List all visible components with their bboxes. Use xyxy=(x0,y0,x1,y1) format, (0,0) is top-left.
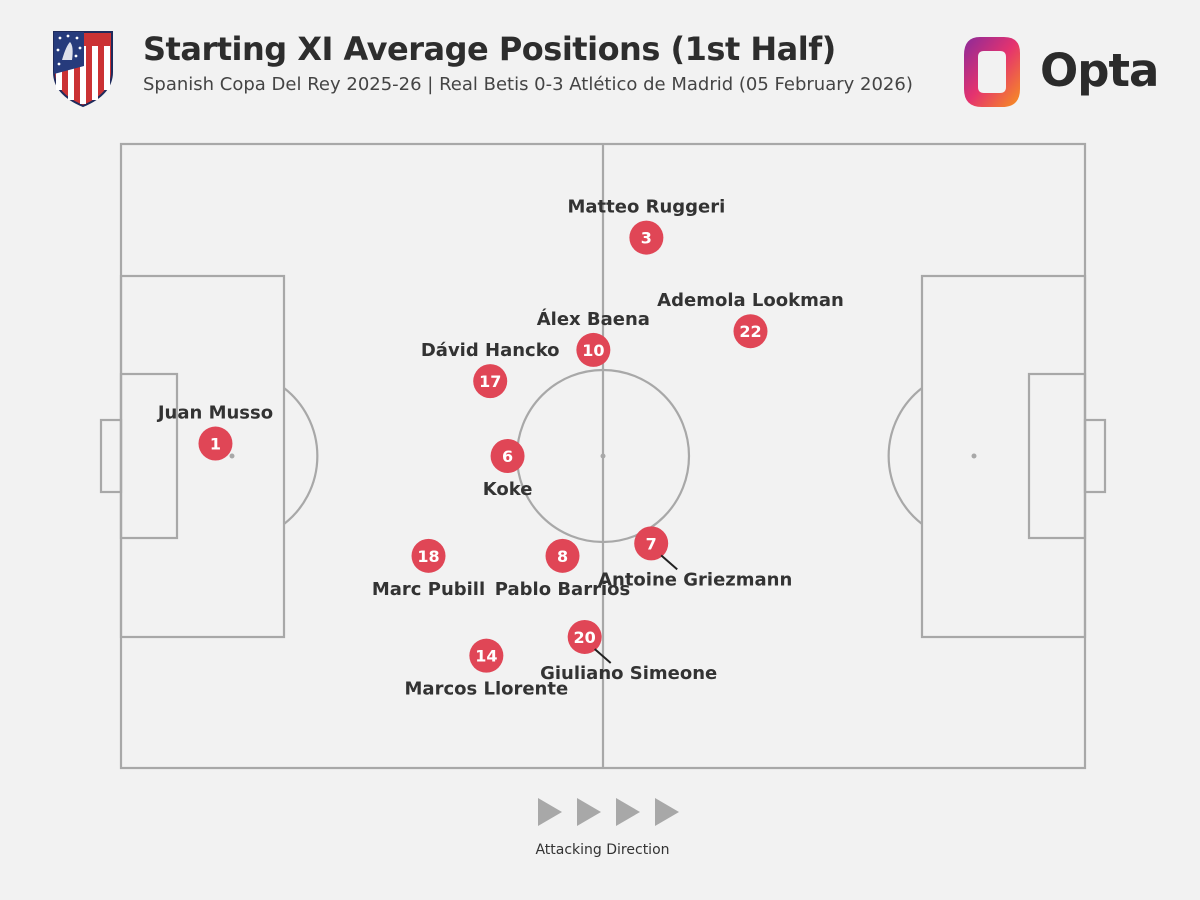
player-marker: 8 Pablo Barrios xyxy=(495,538,630,600)
arrow-icon xyxy=(655,798,679,826)
player-name: Koke xyxy=(483,479,533,500)
player-marker: 10 Álex Baena xyxy=(537,308,650,367)
player-dot xyxy=(634,526,669,561)
right-penalty-area xyxy=(920,274,1087,639)
player-number: 7 xyxy=(646,534,657,553)
player-name: Marc Pubill xyxy=(372,579,485,600)
opta-logo-text: Opta xyxy=(1040,44,1159,97)
player-dot xyxy=(411,538,446,573)
player-name: Giuliano Simeone xyxy=(540,663,717,684)
arrow-icon xyxy=(616,798,640,826)
player-name: Pablo Barrios xyxy=(495,579,630,600)
player-number: 20 xyxy=(574,628,596,647)
left-penalty-arc xyxy=(283,387,319,525)
player-dot xyxy=(469,638,504,673)
atletico-madrid-crest-icon xyxy=(53,31,113,108)
player-dot xyxy=(198,426,233,461)
right-penalty-spot xyxy=(971,453,977,459)
left-penalty-spot xyxy=(229,453,235,459)
right-goal xyxy=(1083,418,1107,494)
player-number: 18 xyxy=(417,547,439,566)
player-number: 17 xyxy=(479,372,501,391)
players-layer: 1 Juan Musso 3 Matteo Ruggeri 10 Álex Baena 22… xyxy=(156,197,844,700)
attacking-direction-arrows xyxy=(538,798,679,826)
left-six-yard-box xyxy=(119,372,179,540)
player-marker: 6 Koke xyxy=(483,439,533,500)
player-number: 10 xyxy=(582,341,604,360)
player-number: 22 xyxy=(739,322,761,341)
player-marker: 18 Marc Pubill xyxy=(372,538,485,600)
player-dot xyxy=(733,314,768,349)
player-marker: 17 Dávid Hancko xyxy=(421,340,560,399)
player-name: Álex Baena xyxy=(537,308,650,330)
player-marker: 22 Ademola Lookman xyxy=(657,290,844,349)
leader-line xyxy=(594,648,612,664)
player-dot xyxy=(473,364,508,399)
left-goal xyxy=(99,418,123,494)
arrow-icon xyxy=(538,798,562,826)
player-marker: 20 Giuliano Simeone xyxy=(540,619,717,684)
chart-title: Starting XI Average Positions (1st Half) xyxy=(143,30,836,68)
right-six-yard-box xyxy=(1027,372,1087,540)
leader-line xyxy=(660,554,678,571)
right-penalty-arc xyxy=(887,387,923,525)
player-marker: 7 Antoine Griezmann xyxy=(598,526,792,590)
player-dot xyxy=(567,619,602,654)
player-dot xyxy=(545,538,580,573)
player-dot xyxy=(629,220,664,255)
player-name: Dávid Hancko xyxy=(421,340,560,361)
player-name: Matteo Ruggeri xyxy=(567,197,725,218)
arrow-icon xyxy=(577,798,601,826)
player-name: Antoine Griezmann xyxy=(598,569,792,590)
player-marker: 14 Marcos Llorente xyxy=(405,638,569,700)
player-dot xyxy=(490,439,525,473)
player-number: 3 xyxy=(641,229,652,248)
attacking-direction-label: Attacking Direction xyxy=(535,842,670,858)
player-name: Ademola Lookman xyxy=(657,290,844,311)
opta-logo-icon xyxy=(964,37,1020,107)
player-marker: 1 Juan Musso xyxy=(156,403,273,461)
player-number: 14 xyxy=(475,647,497,666)
player-number: 1 xyxy=(210,435,221,454)
player-marker: 3 Matteo Ruggeri xyxy=(567,197,725,255)
player-number: 8 xyxy=(557,547,568,566)
centre-spot xyxy=(600,453,606,459)
player-number: 6 xyxy=(502,447,513,466)
player-dot xyxy=(576,332,611,367)
player-name: Juan Musso xyxy=(156,403,273,424)
chart-subtitle: Spanish Copa Del Rey 2025-26 | Real Beti… xyxy=(143,74,913,95)
player-name: Marcos Llorente xyxy=(405,679,569,700)
left-penalty-area xyxy=(119,274,286,639)
